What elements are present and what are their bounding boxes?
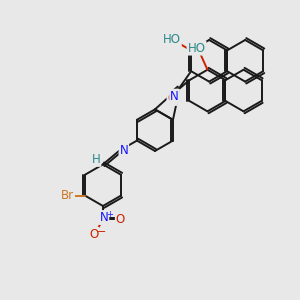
Text: N: N	[100, 211, 108, 224]
Text: N: N	[170, 90, 179, 103]
Text: −: −	[97, 227, 106, 237]
Text: HO: HO	[163, 33, 181, 46]
Text: +: +	[106, 210, 113, 219]
Text: HO: HO	[188, 42, 206, 55]
Text: H: H	[92, 153, 100, 166]
Text: N: N	[119, 145, 128, 158]
Text: O: O	[116, 213, 125, 226]
Text: O: O	[167, 92, 177, 105]
Text: O: O	[89, 228, 98, 241]
Text: Br: Br	[61, 189, 74, 202]
